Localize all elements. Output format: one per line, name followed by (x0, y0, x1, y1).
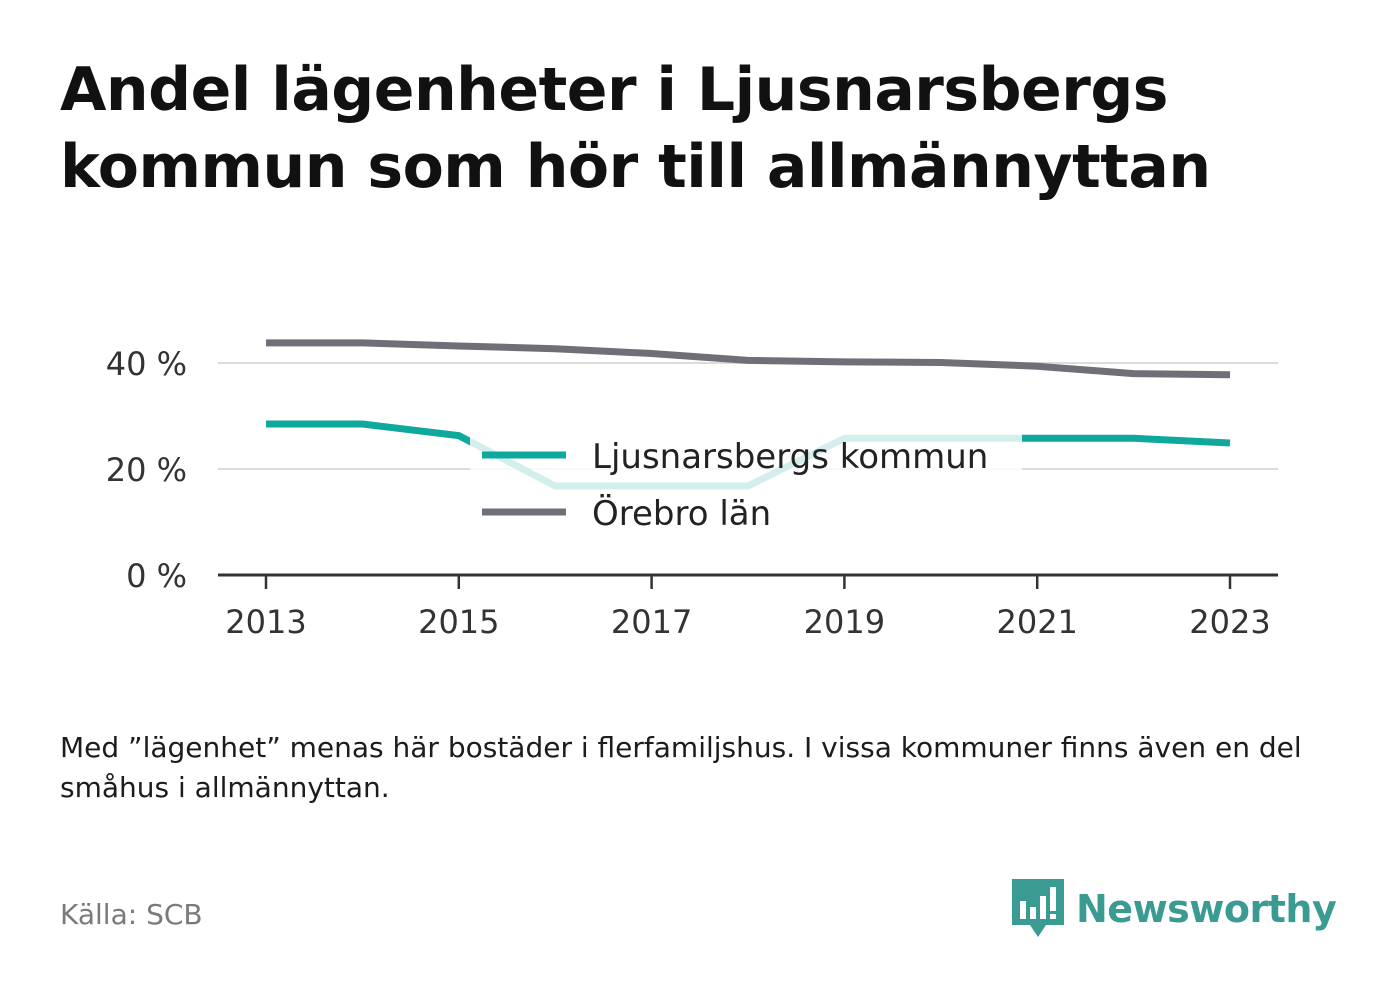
legend-label: Ljusnarsbergs kommun (592, 437, 988, 477)
x-tick-label: 2021 (996, 603, 1077, 641)
y-axis-labels: 0 % 20 % 40 % (106, 345, 187, 595)
x-tick-label: 2013 (225, 603, 306, 641)
source-label: Källa: SCB (60, 898, 203, 931)
legend-label: Örebro län (592, 493, 771, 534)
x-axis (218, 573, 1278, 589)
x-tick-label: 2015 (418, 603, 499, 641)
brand-logo: Newsworthy (1012, 878, 1337, 940)
x-tick-label: 2017 (611, 603, 692, 641)
y-tick-label: 0 % (126, 557, 187, 595)
bar-chart-speech-bubble-icon (1012, 879, 1064, 937)
x-tick-label: 2023 (1189, 603, 1270, 641)
y-tick-label: 20 % (106, 451, 187, 489)
legend: Ljusnarsbergs kommun Örebro län (470, 430, 1022, 542)
chart-title: Andel lägenheter i Ljusnarsbergs kommun … (60, 55, 1211, 202)
x-tick-label: 2019 (804, 603, 885, 641)
y-tick-label: 40 % (106, 345, 187, 383)
legend-backdrop (470, 430, 1022, 542)
footnote: Med ”lägenhet” menas här bostäder i fler… (60, 731, 1302, 804)
brand-name: Newsworthy (1076, 887, 1337, 931)
series-line (266, 339, 1231, 379)
x-axis-labels: 2013 2015 2017 2019 2021 2023 (225, 603, 1270, 641)
